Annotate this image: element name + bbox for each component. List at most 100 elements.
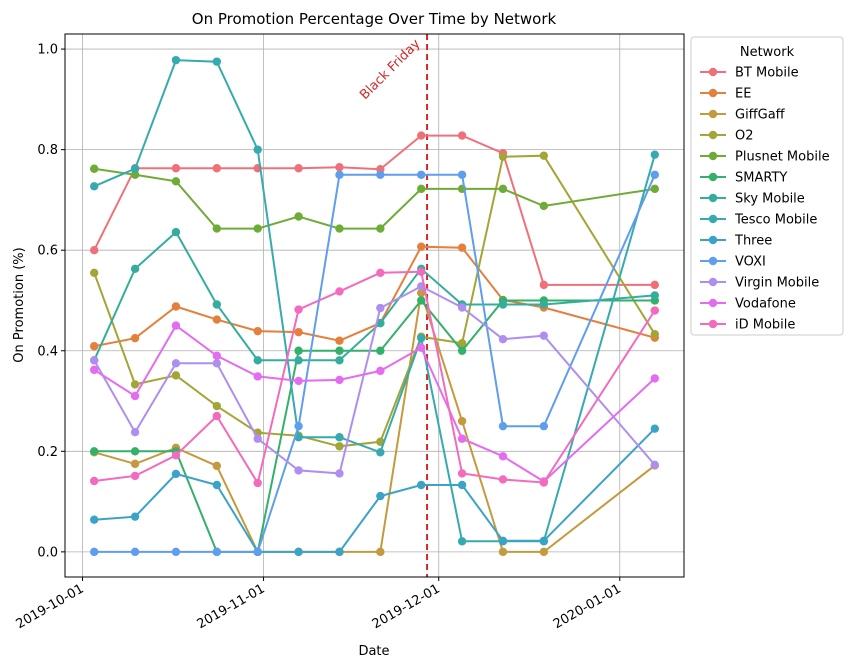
data-point-bt-mobile [171,164,181,173]
legend-item-bt-mobile: BT Mobile [700,66,799,81]
legend-swatch-marker [708,67,718,77]
legend-label: iD Mobile [735,318,795,333]
data-point-giffgaff [130,459,140,469]
data-point-id-mobile [498,475,508,484]
chart-title: On Promotion Percentage Over Time by Net… [192,10,557,28]
data-point-three [650,424,660,433]
data-point-virgin-mobile [171,359,181,368]
data-point-plusnet-mobile [89,164,99,173]
data-point-voxi [335,170,344,179]
data-point-voxi [539,421,549,431]
data-point-virgin-mobile [335,469,344,478]
data-point-ee [212,315,222,324]
legend-item-ee: EE [700,87,751,102]
data-point-bt-mobile [89,245,99,255]
data-point-o2 [171,371,181,380]
data-point-giffgaff [457,416,467,426]
legend-swatch-marker [708,172,718,182]
data-point-o2 [539,151,549,160]
data-point-plusnet-mobile [335,224,344,233]
data-point-plusnet-mobile [171,177,181,186]
data-point-virgin-mobile [130,428,140,437]
legend-item-plusnet-mobile: Plusnet Mobile [700,150,830,165]
data-point-bt-mobile [294,164,303,173]
data-point-vodafone [253,372,262,381]
data-point-vodafone [294,376,303,386]
y-tick-label: 0.0 [37,545,58,560]
legend-item-giffgaff: GiffGaff [700,108,786,123]
series-virgin-mobile [89,282,660,478]
legend-item-smarty: SMARTY [700,171,787,186]
data-point-bt-mobile [335,163,344,172]
data-point-ee [294,327,303,337]
data-point-sky-mobile [212,300,222,309]
data-point-three [539,536,549,545]
data-point-id-mobile [253,478,262,488]
data-point-id-mobile [335,287,344,296]
data-point-voxi [457,170,467,179]
data-point-sky-mobile [539,300,549,309]
data-point-three [294,547,303,557]
legend-label: EE [735,87,751,102]
data-point-id-mobile [171,451,181,460]
data-point-smarty [130,447,140,456]
data-point-three [212,480,222,490]
legend-label: Tesco Mobile [734,213,817,228]
y-tick-label: 1.0 [37,43,58,58]
data-point-id-mobile [294,305,303,314]
data-point-vodafone [212,351,222,360]
data-point-o2 [335,442,344,451]
legend-item-tesco-mobile: Tesco Mobile [700,213,817,228]
data-point-voxi [253,547,262,557]
data-point-sky-mobile [335,356,344,365]
data-point-voxi [650,170,660,179]
data-point-o2 [498,152,508,161]
data-point-vodafone [335,375,344,385]
data-point-giffgaff [212,461,222,471]
data-point-bt-mobile [417,131,426,140]
data-point-ee [130,333,140,343]
data-point-plusnet-mobile [212,224,222,233]
data-point-virgin-mobile [457,303,467,312]
data-point-virgin-mobile [89,356,99,365]
data-point-three [457,480,467,490]
data-point-voxi [498,421,508,431]
data-point-sky-mobile [130,264,140,273]
legend-label: Virgin Mobile [735,276,819,291]
data-point-three [130,512,140,521]
legend-item-sky-mobile: Sky Mobile [700,192,805,207]
data-point-giffgaff [498,547,508,557]
y-tick-label: 0.4 [37,344,58,359]
legend: Network BT Mobile EE GiffGaff O2 Plusnet Mob… [690,36,844,336]
legend-swatch-marker [708,256,718,266]
data-point-ee [457,243,467,252]
data-point-vodafone [171,321,181,330]
data-point-sky-mobile [650,291,660,300]
data-point-plusnet-mobile [294,212,303,221]
data-point-ee [171,302,181,311]
data-point-bt-mobile [457,131,467,140]
legend-item-id-mobile: iD Mobile [700,318,795,333]
series-layer [89,55,660,557]
legend-item-voxi: VOXI [700,255,766,270]
data-point-bt-mobile [539,280,549,290]
data-point-o2 [89,268,99,278]
data-point-smarty [294,346,303,355]
data-point-id-mobile [130,471,140,481]
data-point-ee [335,336,344,345]
plot-frame [64,33,685,578]
series-voxi [89,170,660,557]
data-point-ee [253,326,262,336]
data-point-ee [417,242,426,251]
data-point-vodafone [457,434,467,443]
data-point-three [376,491,385,501]
data-point-virgin-mobile [650,460,660,470]
data-point-o2 [212,401,222,411]
legend-label: SMARTY [735,171,787,186]
data-point-three [417,480,426,490]
data-point-plusnet-mobile [253,224,262,233]
y-tick-label: 0.6 [37,244,58,259]
legend-swatch-marker [708,277,718,287]
legend-swatch-marker [708,235,718,245]
